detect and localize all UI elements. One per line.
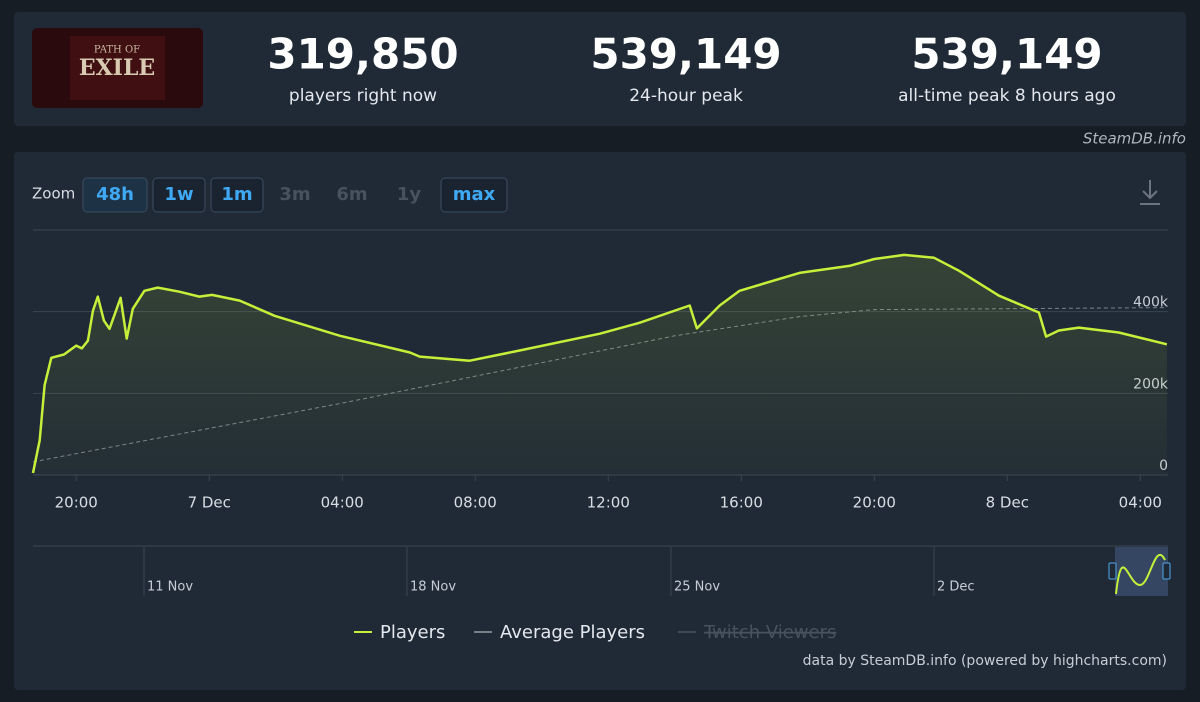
navigator-handle[interactable] bbox=[1108, 562, 1117, 580]
zoom-button[interactable] bbox=[82, 177, 148, 213]
x-tick-label: 8 Dec bbox=[986, 494, 1029, 512]
stat-value: 539,149 bbox=[911, 30, 1102, 79]
navigator-line bbox=[1115, 554, 1166, 595]
zoom-button-label: 1y bbox=[397, 184, 422, 205]
stat-label: 24-hour peak bbox=[629, 86, 743, 106]
logo-glow bbox=[70, 36, 165, 100]
x-tick-label: 16:00 bbox=[720, 494, 763, 512]
zoom-button-label[interactable]: 1w bbox=[164, 184, 193, 205]
legend-label-hidden[interactable]: Twitch Viewers bbox=[703, 622, 836, 643]
stats-panel bbox=[14, 12, 1186, 126]
logo-main: EXILE bbox=[79, 55, 155, 81]
x-tick-label: 20:00 bbox=[55, 494, 98, 512]
plot: 0200k400k20:007 Dec04:0008:0012:0016:002… bbox=[31, 253, 1169, 512]
source: data by SteamDB.info (powered by highcha… bbox=[803, 653, 1167, 669]
y-tick-label: 400k bbox=[1133, 295, 1169, 311]
stat-value: 319,850 bbox=[267, 30, 458, 79]
legend-label[interactable]: Average Players bbox=[500, 622, 645, 643]
zoom-button-label[interactable]: 48h bbox=[96, 184, 134, 205]
zoom-label: Zoom bbox=[32, 185, 75, 203]
zoom-buttons: 48h 1w 1m 3m 6m 1y max bbox=[82, 177, 508, 213]
stat-label: all-time peak 8 hours ago bbox=[898, 86, 1116, 106]
navigator-label: 25 Nov bbox=[674, 580, 720, 595]
zoom-button-label: 6m bbox=[336, 184, 367, 205]
x-tick-label: 04:00 bbox=[1119, 494, 1162, 512]
logo-top: PATH OF bbox=[94, 45, 140, 56]
zoom-button[interactable] bbox=[152, 177, 206, 213]
x-tick-label: 20:00 bbox=[853, 494, 896, 512]
legend-label[interactable]: Players bbox=[380, 622, 445, 643]
x-tick-label: 7 Dec bbox=[188, 494, 231, 512]
download-button[interactable] bbox=[1140, 180, 1160, 205]
navigator-label: 11 Nov bbox=[147, 580, 193, 595]
stat-label: players right now bbox=[289, 86, 437, 106]
navigator-handle[interactable] bbox=[1162, 562, 1171, 580]
navigator-label: 2 Dec bbox=[937, 580, 975, 595]
x-tick-label: 12:00 bbox=[587, 494, 630, 512]
legend: Players Average Players Twitch Viewers bbox=[354, 622, 836, 643]
navigator-label: 18 Nov bbox=[410, 580, 456, 595]
zoom-button-label[interactable]: 1m bbox=[221, 184, 252, 205]
stat-value: 539,149 bbox=[590, 30, 781, 79]
zoom-button[interactable] bbox=[210, 177, 264, 213]
x-tick-label: 08:00 bbox=[454, 494, 497, 512]
navigator: 11 Nov 18 Nov 25 Nov 2 Dec bbox=[143, 547, 975, 596]
download-icon bbox=[1142, 190, 1158, 200]
players-line bbox=[31, 253, 1168, 474]
zoom-button-label[interactable]: max bbox=[453, 184, 496, 205]
zoom-button-label: 3m bbox=[279, 184, 310, 205]
players-area bbox=[33, 254, 1167, 475]
zoom-button[interactable] bbox=[440, 177, 508, 213]
credit: SteamDB.info bbox=[1083, 130, 1186, 148]
x-tick-label: 04:00 bbox=[321, 494, 364, 512]
stats: 319,850 players right now 539,149 24-hour p… bbox=[267, 30, 1116, 107]
